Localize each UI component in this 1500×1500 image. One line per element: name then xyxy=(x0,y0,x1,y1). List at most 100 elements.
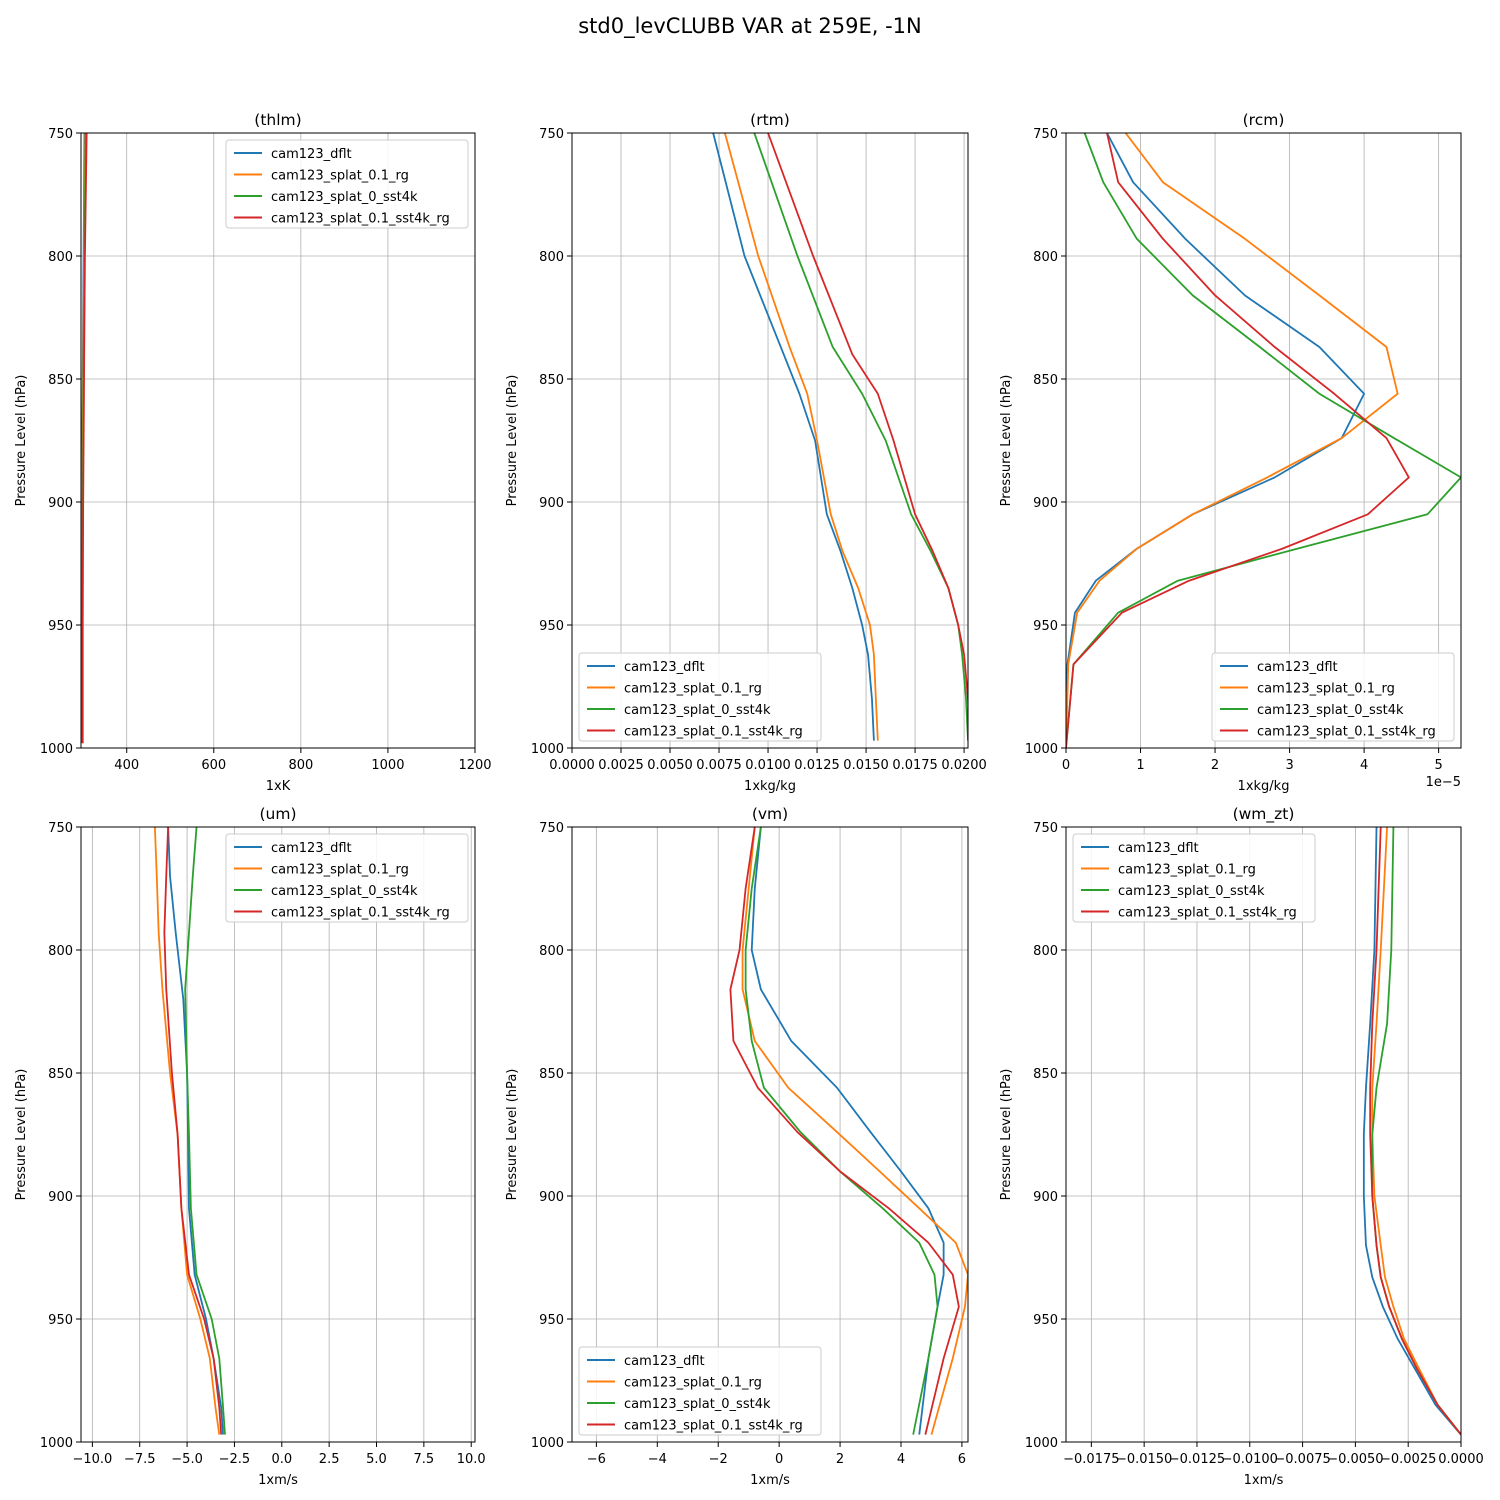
x-axis-label: 1xK xyxy=(266,779,291,794)
subplot-title: (vm) xyxy=(752,805,788,823)
x-tick-label: −7.5 xyxy=(124,1452,156,1467)
y-tick-label: 850 xyxy=(1033,1067,1058,1082)
subplot-title: (um) xyxy=(259,805,296,823)
y-axis-label: Pressure Level (hPa) xyxy=(505,375,520,507)
series-line-cam123_splat_0_sst4k xyxy=(1066,133,1461,748)
legend-label: cam123_splat_0_sst4k xyxy=(271,884,418,899)
x-axis-label: 1xkg/kg xyxy=(744,779,796,794)
x-tick-label: 6 xyxy=(958,1452,966,1467)
series-line-cam123_splat_0_sst4k xyxy=(744,827,939,1435)
y-tick-label: 750 xyxy=(48,127,73,142)
legend-label: cam123_splat_0.1_rg xyxy=(624,1376,762,1391)
legend: cam123_dflt cam123_splat_0.1_rg cam123_spl… xyxy=(578,652,822,742)
y-tick-label: 950 xyxy=(1033,619,1058,634)
x-tick-label: 0.0 xyxy=(271,1452,292,1467)
legend: cam123_dflt cam123_splat_0.1_rg cam123_spl… xyxy=(1072,833,1316,923)
y-tick-label: 850 xyxy=(48,373,73,388)
series-group xyxy=(153,827,226,1435)
x-tick-label: −0.0150 xyxy=(1116,1452,1172,1467)
legend-label: cam123_splat_0.1_rg xyxy=(1257,682,1395,697)
y-tick-label: 950 xyxy=(1033,1313,1058,1328)
legend: cam123_dflt cam123_splat_0.1_rg cam123_spl… xyxy=(1211,652,1455,742)
x-tick-label: 0 xyxy=(1062,758,1070,773)
legend-box xyxy=(578,652,822,742)
subplot-title: (rcm) xyxy=(1243,111,1285,129)
x-tick-label: 800 xyxy=(288,758,313,773)
axes-frame xyxy=(571,132,969,749)
x-tick-label: −6 xyxy=(587,1452,606,1467)
series-line-cam123_splat_0.1_sst4k_rg xyxy=(81,133,88,744)
legend-label: cam123_splat_0.1_sst4k_rg xyxy=(624,725,803,740)
series-line-cam123_dflt xyxy=(1362,827,1461,1436)
x-offset-text: 1e−5 xyxy=(1426,775,1461,790)
legend-label: cam123_splat_0_sst4k xyxy=(624,703,771,718)
x-tick-label: 2 xyxy=(1211,758,1219,773)
y-tick-label: 800 xyxy=(539,944,564,959)
x-tick-label: −0.0050 xyxy=(1327,1452,1383,1467)
series-group xyxy=(712,133,968,741)
axes-frame xyxy=(1065,132,1462,749)
subplot-thlm: 400 600 800 1000 1200 750 800 850 900 950 1000 (thl… xyxy=(14,111,492,794)
legend-label: cam123_splat_0_sst4k xyxy=(271,190,418,205)
y-tick-label: 800 xyxy=(1033,944,1058,959)
series-group xyxy=(1066,133,1461,748)
axes-frame xyxy=(1065,826,1462,1443)
legend: cam123_dflt cam123_splat_0.1_rg cam123_spl… xyxy=(578,1346,822,1436)
series-line-cam123_splat_0_sst4k xyxy=(753,133,968,741)
y-tick-label: 1000 xyxy=(531,1436,564,1451)
x-tick-label: 0.0100 xyxy=(745,758,791,773)
y-axis-label: Pressure Level (hPa) xyxy=(14,375,29,507)
legend-label: cam123_dflt xyxy=(1118,841,1199,856)
x-tick-label: 400 xyxy=(114,758,139,773)
y-tick-label: 850 xyxy=(1033,373,1058,388)
y-tick-label: 950 xyxy=(48,1313,73,1328)
y-tick-label: 900 xyxy=(539,1190,564,1205)
x-tick-label: 2.5 xyxy=(319,1452,340,1467)
x-tick-label: 3 xyxy=(1285,758,1293,773)
subplot-um: −10.0 −7.5 −5.0 −2.5 0.0 2.5 5.0 7.5 10.0 750 800 8… xyxy=(14,805,486,1488)
subplot-rtm: 0.0000 0.0025 0.0050 0.0075 0.0100 0.0125 0.01… xyxy=(505,111,987,794)
figure-suptitle: std0_levCLUBB VAR at 259E, -1N xyxy=(578,14,922,38)
legend-label: cam123_splat_0_sst4k xyxy=(624,1397,771,1412)
y-tick-label: 850 xyxy=(539,373,564,388)
legend-label: cam123_dflt xyxy=(624,660,705,675)
y-tick-label: 1000 xyxy=(1025,742,1058,757)
x-tick-label: −0.0175 xyxy=(1063,1452,1119,1467)
y-tick-label: 950 xyxy=(48,619,73,634)
x-tick-label: 0.0200 xyxy=(941,758,987,773)
series-line-cam123_splat_0.1_sst4k_rg xyxy=(1066,133,1410,748)
y-axis-label: Pressure Level (hPa) xyxy=(14,1069,29,1201)
y-tick-label: 750 xyxy=(539,821,564,836)
y-tick-label: 1000 xyxy=(40,742,73,757)
x-tick-label: 0 xyxy=(775,1452,783,1467)
series-line-cam123_splat_0_sst4k xyxy=(184,827,226,1435)
x-tick-label: −5.0 xyxy=(171,1452,203,1467)
legend-label: cam123_dflt xyxy=(271,841,352,856)
series-group xyxy=(1362,827,1461,1436)
x-tick-label: 4 xyxy=(897,1452,905,1467)
y-axis-label: Pressure Level (hPa) xyxy=(999,375,1014,507)
y-tick-label: 900 xyxy=(48,1190,73,1205)
x-tick-label: −10.0 xyxy=(72,1452,112,1467)
x-tick-label: 600 xyxy=(201,758,226,773)
x-tick-label: −0.0100 xyxy=(1222,1452,1278,1467)
x-tick-label: 0.0050 xyxy=(647,758,693,773)
legend-box xyxy=(225,139,469,229)
legend-label: cam123_splat_0.1_sst4k_rg xyxy=(624,1419,803,1434)
legend-label: cam123_splat_0_sst4k xyxy=(1118,884,1265,899)
legend-label: cam123_splat_0.1_rg xyxy=(1118,863,1256,878)
x-tick-label: 0.0150 xyxy=(843,758,889,773)
series-line-cam123_splat_0.1_rg xyxy=(741,827,968,1435)
legend-label: cam123_dflt xyxy=(271,147,352,162)
x-tick-label: −4 xyxy=(648,1452,667,1467)
legend-label: cam123_splat_0_sst4k xyxy=(1257,703,1404,718)
y-tick-label: 1000 xyxy=(1025,1436,1058,1451)
legend-box xyxy=(1072,833,1316,923)
legend-label: cam123_splat_0.1_rg xyxy=(624,682,762,697)
y-tick-label: 850 xyxy=(48,1067,73,1082)
x-tick-label: −0.0125 xyxy=(1169,1452,1225,1467)
series-group xyxy=(729,827,968,1435)
legend-box xyxy=(578,1346,822,1436)
